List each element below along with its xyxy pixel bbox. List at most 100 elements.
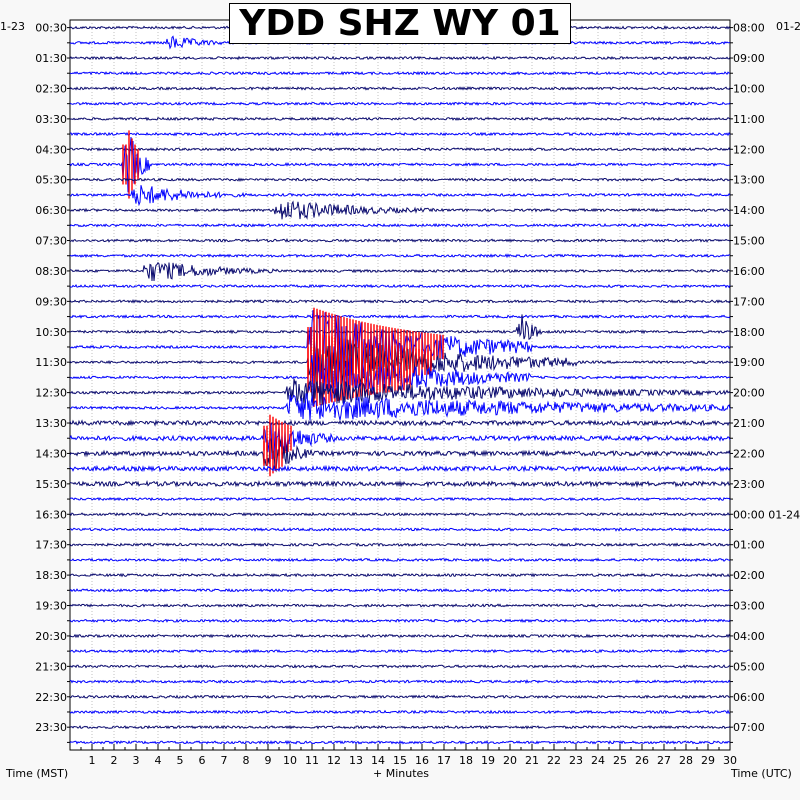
x-tick-label: 4 <box>155 754 162 767</box>
trace-line <box>69 147 731 152</box>
right-hour-label: 09:00 <box>733 52 765 65</box>
right-hour-label: 19:00 <box>733 356 765 369</box>
x-tick-label: 13 <box>349 754 363 767</box>
trace-line <box>69 679 731 685</box>
x-tick-label: 7 <box>221 754 228 767</box>
x-tick-label: 5 <box>177 754 184 767</box>
x-tick-label: 9 <box>265 754 272 767</box>
x-tick-label: 15 <box>393 754 407 767</box>
trace-line <box>69 283 731 289</box>
trace-line <box>69 298 731 304</box>
right-hour-label: 22:00 <box>733 447 765 460</box>
trace-line <box>69 694 731 700</box>
x-tick-label: 24 <box>591 754 605 767</box>
right-hour-label: 01:00 <box>733 539 765 552</box>
x-tick-label: 6 <box>199 754 206 767</box>
x-tick-label: 3 <box>133 754 140 767</box>
left-hour-label: 23:30 <box>35 721 67 734</box>
left-hour-label: 05:30 <box>35 174 67 187</box>
right-hour-label: 17:00 <box>733 295 765 308</box>
left-hour-label: 15:30 <box>35 478 67 491</box>
x-tick-label: 1 <box>89 754 96 767</box>
x-tick-label: 10 <box>283 754 297 767</box>
right-hour-label: 23:00 <box>733 478 765 491</box>
left-hour-label: 18:30 <box>35 569 67 582</box>
right-date-label: 01-2 <box>776 20 800 33</box>
trace-line <box>69 86 731 91</box>
left-hour-label: 03:30 <box>35 113 67 126</box>
right-hour-label: 13:00 <box>733 174 765 187</box>
right-hour-label: 11:00 <box>733 113 765 126</box>
left-axis-label: Time (MST) <box>6 767 69 780</box>
right-hour-label: 07:00 <box>733 721 765 734</box>
left-hour-label: 07:30 <box>35 235 67 248</box>
trace-line <box>69 351 731 403</box>
trace-line <box>69 101 731 106</box>
x-axis-label: + Minutes <box>373 767 430 780</box>
x-tick-label: 12 <box>327 754 341 767</box>
right-hour-label: 12:00 <box>733 143 765 156</box>
trace-line <box>69 588 731 593</box>
left-hour-label: 14:30 <box>35 447 67 460</box>
trace-line <box>69 557 731 563</box>
x-tick-label: 29 <box>701 754 715 767</box>
left-hour-label: 00:30 <box>35 22 67 35</box>
right-axis-label: Time (UTC) <box>731 767 792 780</box>
trace-line <box>69 339 731 390</box>
x-tick-label: 18 <box>459 754 473 767</box>
trace-line <box>69 378 731 406</box>
trace-line <box>69 393 731 421</box>
trace-line <box>69 131 731 137</box>
trace-line <box>69 70 731 76</box>
trace-line <box>69 438 731 473</box>
trace-line <box>69 663 731 669</box>
right-hour-label: 04:00 <box>733 630 765 643</box>
left-hour-label: 11:30 <box>35 356 67 369</box>
trace-line <box>69 423 731 460</box>
trace-line <box>69 253 731 259</box>
x-tick-label: 17 <box>437 754 451 767</box>
right-hour-label: 10:00 <box>733 82 765 95</box>
left-hour-label: 16:30 <box>35 508 67 521</box>
x-tick-label: 19 <box>481 754 495 767</box>
trace-line <box>69 709 731 715</box>
trace-line <box>69 200 731 220</box>
x-tick-label: 22 <box>547 754 561 767</box>
x-tick-label: 27 <box>657 754 671 767</box>
x-tick-label: 16 <box>415 754 429 767</box>
x-tick-label: 25 <box>613 754 627 767</box>
left-hour-label: 06:30 <box>35 204 67 217</box>
x-tick-label: 26 <box>635 754 649 767</box>
left-hour-label: 20:30 <box>35 630 67 643</box>
trace-line <box>69 116 731 122</box>
trace-line <box>69 314 731 340</box>
right-hour-label: 08:00 <box>733 22 765 35</box>
trace-line <box>69 419 731 427</box>
right-hour-label: 21:00 <box>733 417 765 430</box>
plot-frame <box>69 19 731 751</box>
trace-line <box>69 314 731 319</box>
trace-line <box>69 55 731 61</box>
left-hour-label: 13:30 <box>35 417 67 430</box>
right-hour-label: 16:00 <box>733 265 765 278</box>
left-hour-label: 17:30 <box>35 539 67 552</box>
trace-line <box>69 527 731 532</box>
trace-line <box>69 633 731 639</box>
right-hour-label: 03:00 <box>733 600 765 613</box>
left-hour-label: 19:30 <box>35 600 67 613</box>
trace-line <box>69 464 731 473</box>
right-hour-label: 20:00 <box>733 387 765 400</box>
trace-line <box>69 185 731 207</box>
left-hour-label: 10:30 <box>35 326 67 339</box>
left-hour-label: 09:30 <box>35 295 67 308</box>
trace-line <box>69 136 731 193</box>
trace-line <box>69 177 731 182</box>
trace-line <box>69 542 731 547</box>
right-hour-label: 06:00 <box>733 691 765 704</box>
x-tick-label: 28 <box>679 754 693 767</box>
trace-line <box>69 479 731 488</box>
trace-line <box>69 261 731 282</box>
trace-line <box>69 572 731 578</box>
right-hour-label: 15:00 <box>733 235 765 248</box>
